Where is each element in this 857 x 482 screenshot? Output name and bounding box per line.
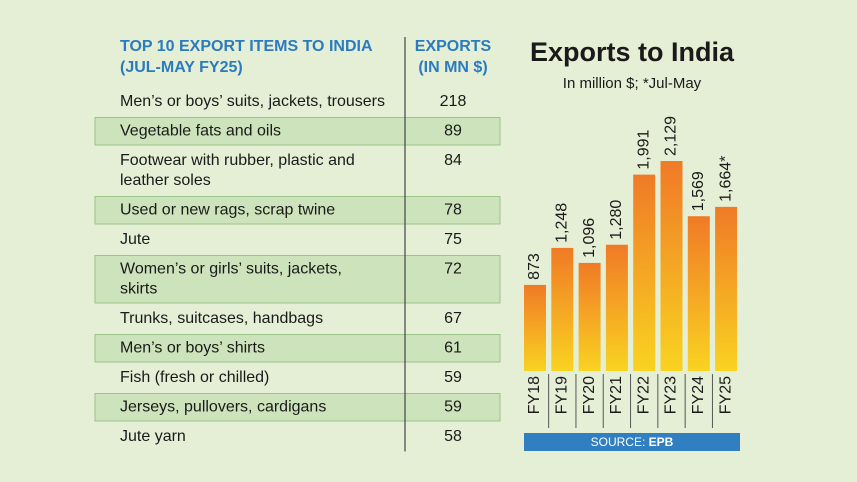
bar [551, 247, 574, 371]
x-tick-label: FY25 [717, 376, 734, 414]
item-value: 84 [444, 152, 462, 169]
value-label: 1,280 [608, 200, 625, 240]
x-tick-label: FY23 [663, 376, 680, 414]
bar [687, 216, 710, 371]
header-text: (JUL-MAY FY25) [120, 59, 243, 76]
bar [633, 174, 656, 371]
row-shade [94, 196, 501, 225]
header-text: EXPORTS [415, 38, 492, 55]
bar [578, 262, 601, 371]
x-tick-label: FY20 [581, 376, 598, 414]
item-label: Men’s or boys’ suits, jackets, trousers [120, 93, 385, 110]
value-label: 1,569 [690, 171, 707, 211]
header-text: TOP 10 EXPORT ITEMS TO INDIA [120, 38, 373, 55]
row-shade [94, 117, 501, 146]
item-label: skirts [120, 281, 157, 298]
item-label: Women’s or girls’ suits, jackets, [120, 261, 342, 278]
source: SOURCE: EPB [591, 435, 674, 449]
value-label: 1,248 [554, 203, 571, 243]
x-tick-label: FY24 [690, 376, 707, 414]
item-label: Jute [120, 231, 150, 248]
row-shade [94, 334, 501, 363]
item-value: 89 [444, 123, 462, 140]
item-label: Used or new rags, scrap twine [120, 202, 335, 219]
item-label: Men’s or boys’ shirts [120, 340, 265, 357]
item-value: 59 [444, 399, 462, 416]
item-value: 58 [444, 428, 462, 445]
value-label: 1,991 [635, 129, 652, 169]
item-label: Vegetable fats and oils [120, 123, 281, 140]
chart-subtitle: In million $; *Jul-May [563, 75, 702, 92]
bar [605, 244, 628, 371]
bar [660, 161, 683, 371]
bar [715, 206, 738, 371]
row-shade [94, 255, 501, 304]
table: TOP 10 EXPORT ITEMS TO INDIA (JUL-MAY FY2… [94, 37, 501, 452]
value-label: 873 [526, 253, 543, 280]
bar [524, 284, 546, 371]
value-label: 1,096 [581, 218, 598, 258]
source-label: SOURCE: [591, 435, 646, 449]
chart-title: Exports to India [530, 37, 735, 67]
item-label: Jute yarn [120, 428, 186, 445]
item-value: 72 [444, 261, 462, 278]
item-value: 75 [444, 231, 462, 248]
chart: Exports to India In million $; *Jul-May … [524, 37, 740, 451]
header-text: (IN MN $) [418, 59, 487, 76]
x-tick-label: FY18 [526, 376, 543, 414]
x-tick-label: FY19 [554, 376, 571, 414]
item-label: Footwear with rubber, plastic and [120, 152, 355, 169]
item-value: 218 [440, 93, 467, 110]
item-value: 67 [444, 310, 462, 327]
item-value: 78 [444, 202, 462, 219]
item-label: Fish (fresh or chilled) [120, 369, 269, 386]
value-label: 2,129 [663, 116, 680, 156]
x-tick-label: FY21 [608, 376, 625, 414]
value-label: 1,664* [717, 156, 734, 202]
x-tick-label: FY22 [635, 376, 652, 414]
item-label: leather soles [120, 172, 211, 189]
source-bar [524, 433, 740, 451]
source-name: EPB [649, 435, 674, 449]
row-shade [94, 393, 501, 422]
item-label: Trunks, suitcases, handbags [120, 310, 323, 327]
item-label: Jerseys, pullovers, cardigans [120, 399, 326, 416]
item-value: 59 [444, 369, 462, 386]
item-value: 61 [444, 340, 462, 357]
